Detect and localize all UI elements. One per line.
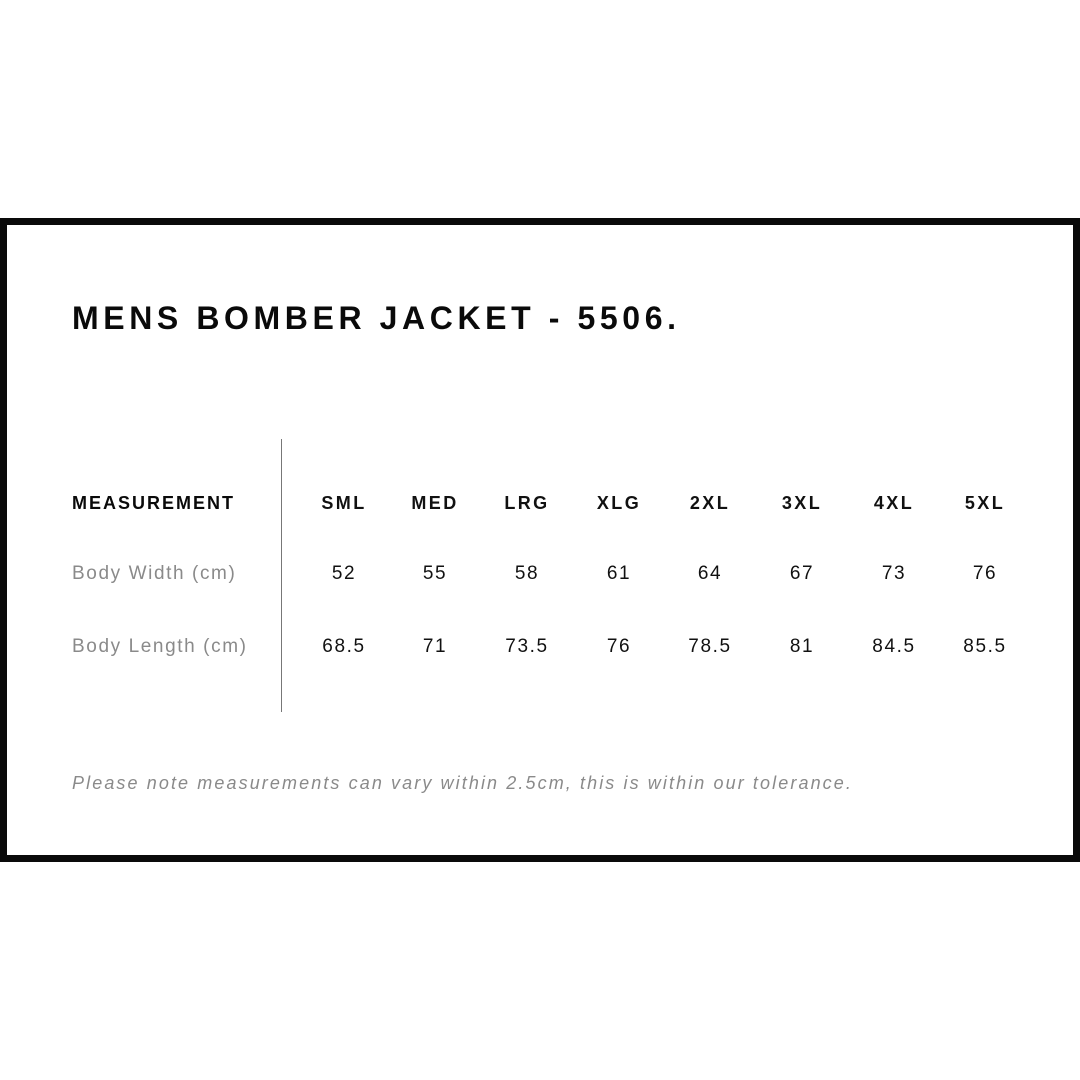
table-cell: 68.5	[322, 636, 366, 657]
table-cell: 64	[697, 563, 723, 584]
size-header-5xl: 5XL	[964, 493, 1006, 513]
table-cell: 67	[789, 563, 815, 584]
row-label: Body Length (cm)	[72, 636, 248, 657]
page-title: MENS BOMBER JACKET - 5506.	[72, 300, 681, 336]
column-divider	[281, 439, 282, 712]
size-header-xlg: XLG	[596, 493, 642, 513]
table-cell: 71	[422, 636, 448, 657]
size-chart-frame	[0, 218, 1080, 862]
table-cell: 58	[514, 563, 540, 584]
table-header-row: MEASUREMENT SML MED LRG XLG 2XL 3XL 4XL 5XL	[0, 493, 1080, 523]
table-cell: 73	[881, 563, 907, 584]
size-header-4xl: 4XL	[873, 493, 915, 513]
table-row: Body Length (cm) 68.5 71 73.5 76 78.5 81 84.5 8…	[0, 636, 1080, 666]
table-cell: 78.5	[688, 636, 732, 657]
table-cell: 73.5	[505, 636, 549, 657]
table-cell: 76	[606, 636, 632, 657]
table-cell: 52	[331, 563, 357, 584]
size-header-med: MED	[411, 493, 459, 513]
table-cell: 76	[972, 563, 998, 584]
size-header-3xl: 3XL	[781, 493, 823, 513]
table-row: Body Width (cm) 52 55 58 61 64 67 73 76	[0, 563, 1080, 593]
size-header-lrg: LRG	[504, 493, 550, 513]
table-cell: 84.5	[872, 636, 916, 657]
table-cell: 85.5	[963, 636, 1007, 657]
tolerance-note: Please note measurements can vary within…	[72, 773, 853, 793]
size-header-sml: SML	[321, 493, 367, 513]
size-header-2xl: 2XL	[689, 493, 731, 513]
row-label: Body Width (cm)	[72, 563, 237, 584]
table-cell: 61	[606, 563, 632, 584]
table-cell: 81	[789, 636, 815, 657]
measurement-header: MEASUREMENT	[72, 493, 236, 513]
table-cell: 55	[422, 563, 448, 584]
